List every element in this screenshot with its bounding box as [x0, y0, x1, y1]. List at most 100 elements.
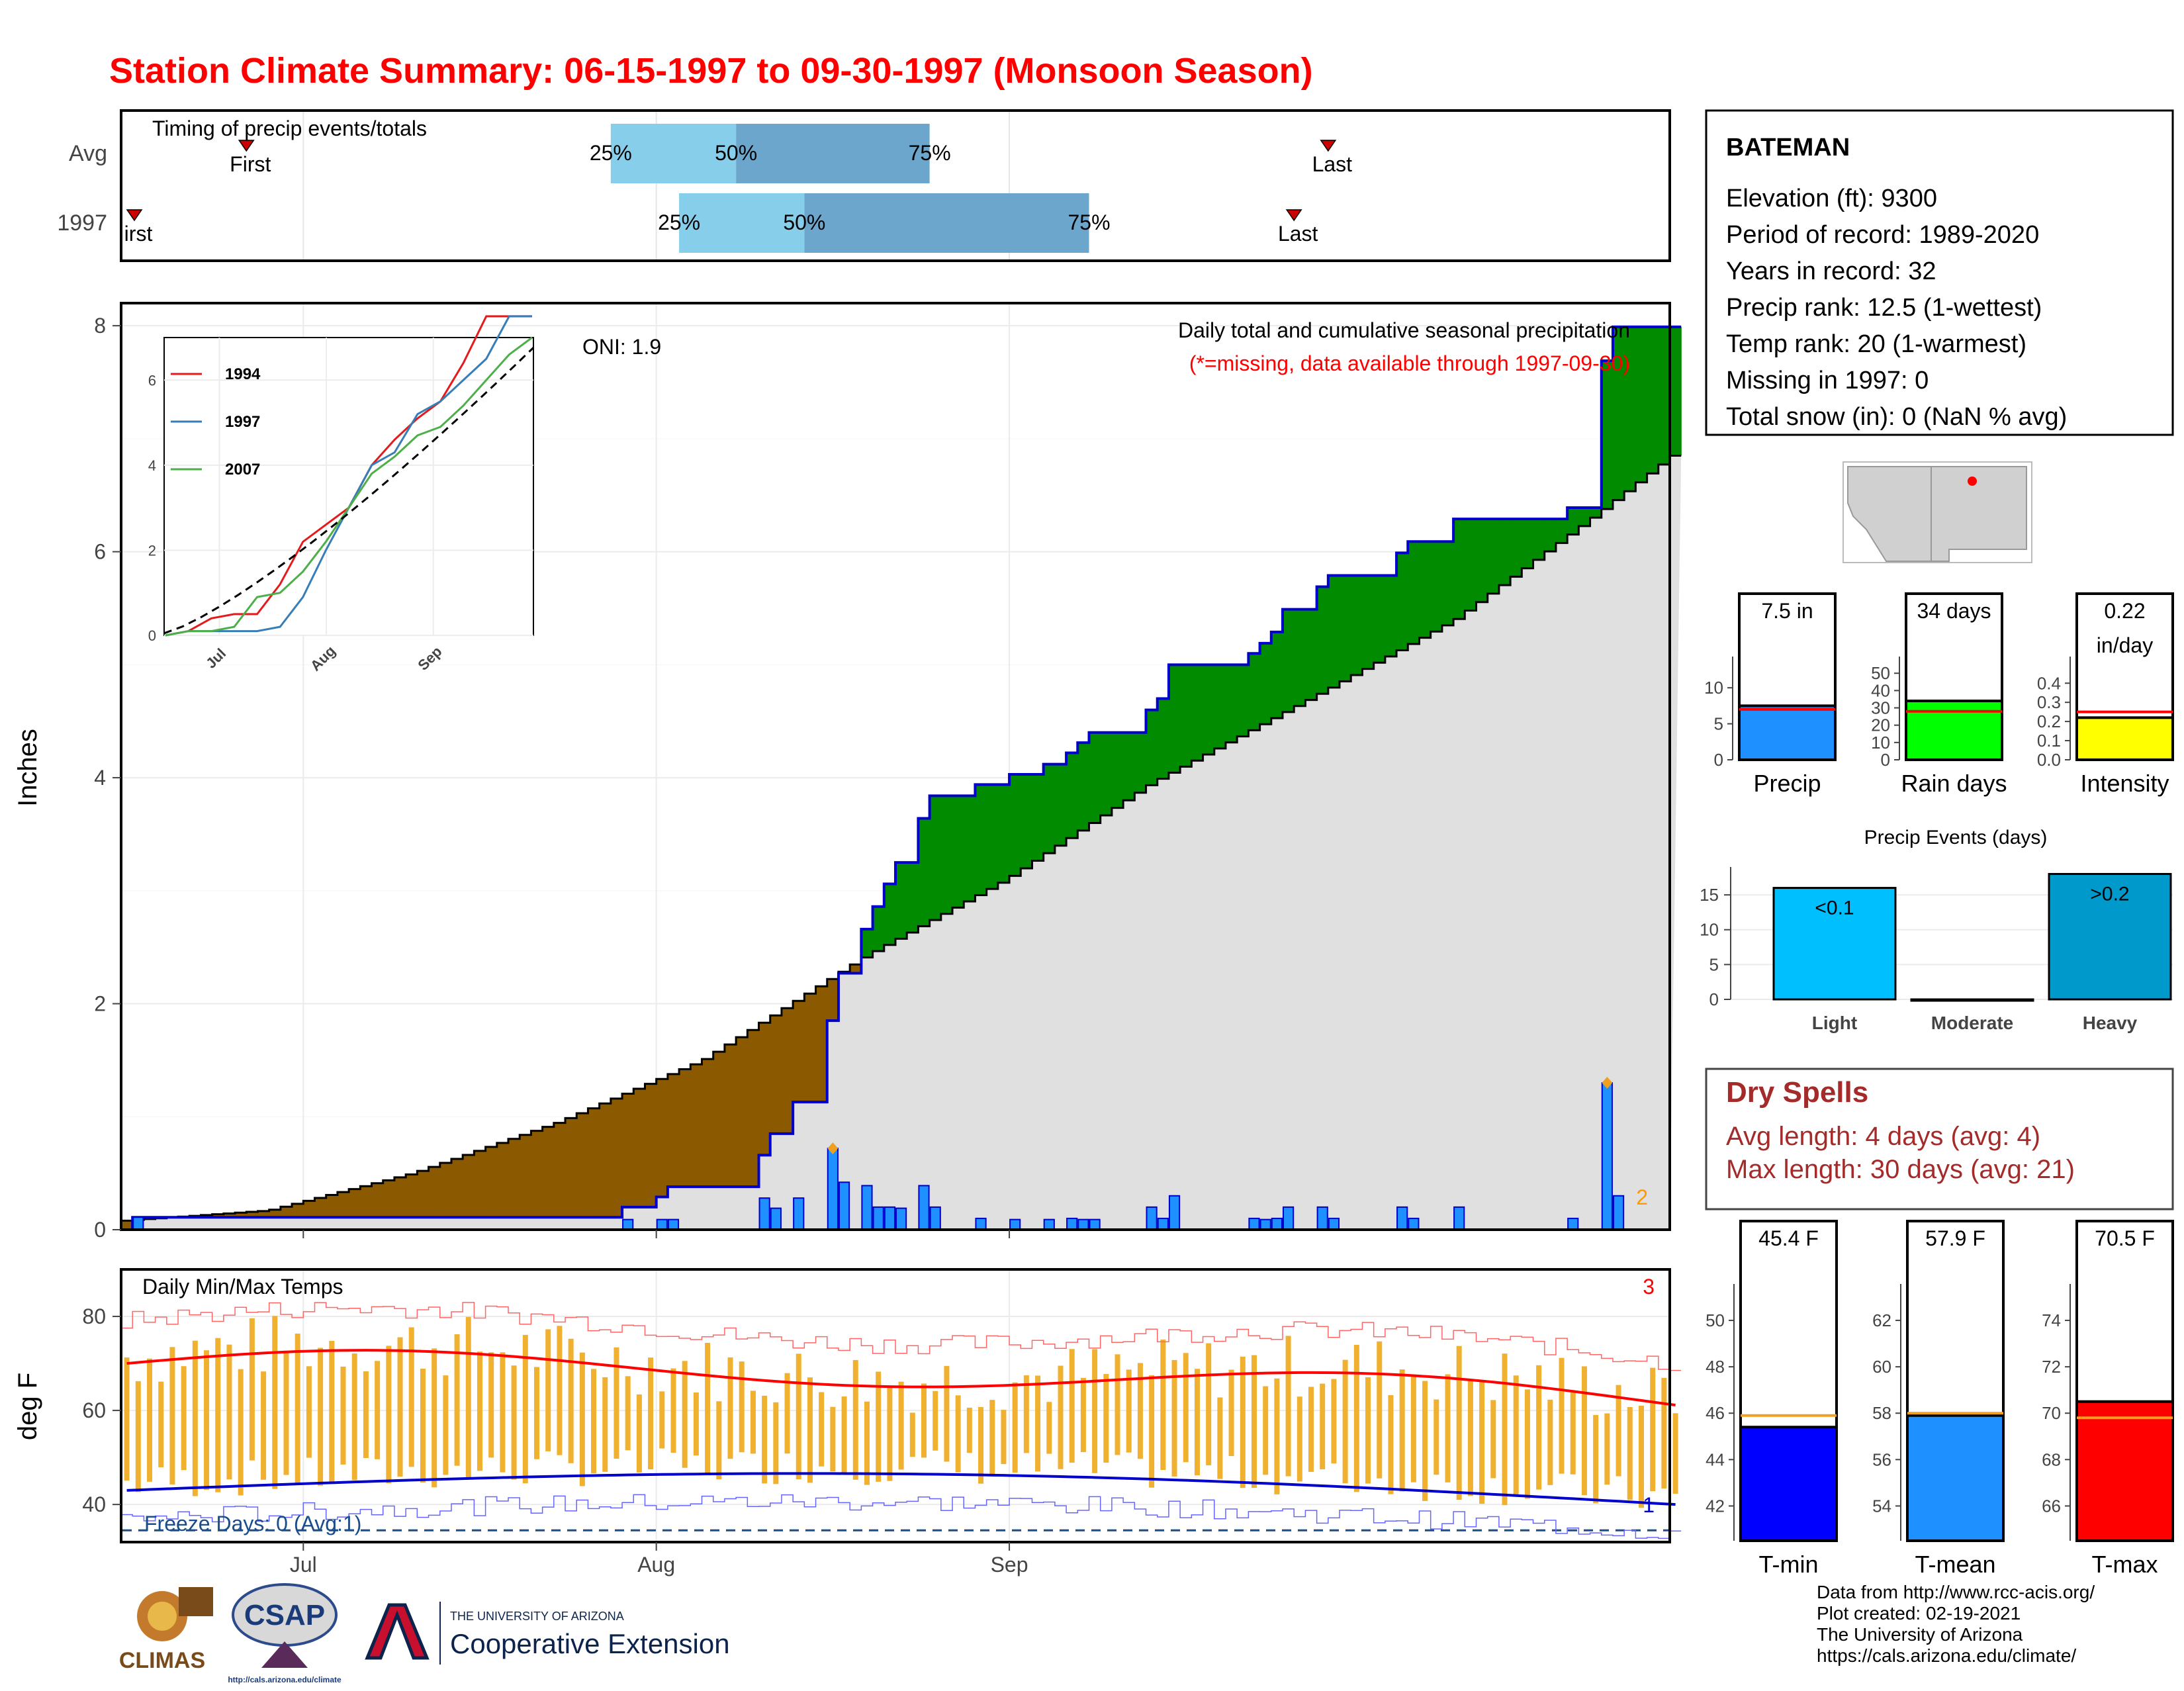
- daily-temp-bar: [500, 1352, 505, 1472]
- mini-value-label: 34 days: [1917, 599, 1991, 623]
- daily-precip-bar: [1090, 1220, 1100, 1230]
- daily-temp-bar: [215, 1338, 220, 1492]
- daily-precip-bar: [1568, 1218, 1578, 1230]
- daily-precip-bar: [931, 1207, 940, 1230]
- cumulative-diff-area: [1328, 575, 1340, 687]
- daily-temp-bar: [1240, 1357, 1246, 1488]
- daily-temp-bar: [1673, 1413, 1678, 1494]
- cumulative-diff-area: [394, 1177, 406, 1217]
- cumulative-diff-area: [1522, 519, 1533, 569]
- inset-legend-label: 1997: [225, 413, 260, 431]
- daily-temp-bar: [1195, 1369, 1200, 1475]
- cumulative-diff-area: [1590, 508, 1602, 518]
- daily-temp-bar: [1069, 1349, 1075, 1463]
- dry-spells-title: Dry Spells: [1726, 1076, 1868, 1109]
- events-category: Heavy: [2083, 1013, 2138, 1033]
- daily-temp-bar: [1126, 1369, 1132, 1452]
- daily-temp-bar: [887, 1387, 892, 1481]
- month-tick: Aug: [637, 1553, 675, 1577]
- daily-temp-bar: [124, 1357, 130, 1481]
- daily-temp-bar: [1377, 1342, 1382, 1479]
- csap-text: CSAP: [244, 1599, 325, 1631]
- daily-precip-bar: [839, 1182, 849, 1230]
- daily-temp-bar: [1490, 1400, 1496, 1478]
- daily-precip-bar: [896, 1209, 906, 1230]
- inset-y-tick: 0: [148, 627, 156, 644]
- daily-temp-bar: [785, 1373, 790, 1454]
- p50-label: 50%: [715, 141, 757, 165]
- mini-tick: 62: [1872, 1310, 1891, 1330]
- inset-y-tick: 6: [148, 372, 156, 388]
- cumulative-diff-area: [1431, 541, 1443, 631]
- mini-value-label: 57.9 F: [1925, 1226, 1985, 1250]
- cumulative-diff-area: [1556, 519, 1568, 543]
- month-tick: Sep: [991, 1553, 1028, 1577]
- daily-temp-bar: [569, 1339, 574, 1463]
- cumulative-diff-area: [930, 796, 942, 920]
- events-y-tick: 5: [1709, 954, 1719, 974]
- station-info-line: Temp rank: 20 (1-warmest): [1726, 330, 2026, 358]
- events-bar: [1911, 999, 2033, 1001]
- cumulative-diff-area: [690, 1064, 702, 1187]
- mini-tick: 50: [1706, 1310, 1725, 1330]
- events-bar-label: <0.1: [1815, 897, 1854, 919]
- mini-tick: 54: [1872, 1496, 1891, 1516]
- cumulative-diff-area: [1351, 575, 1363, 675]
- cumulative-diff-area: [588, 1109, 600, 1218]
- daily-precip-bar: [1272, 1218, 1282, 1230]
- mini-tick: 74: [2042, 1310, 2061, 1330]
- cumulative-diff-area: [1169, 664, 1181, 772]
- daily-precip-bar: [1158, 1218, 1168, 1230]
- cumulative-diff-area: [1465, 519, 1477, 610]
- event-marker-label: irst: [124, 222, 153, 246]
- cumulative-diff-area: [782, 1008, 794, 1134]
- cumulative-diff-area: [952, 796, 964, 907]
- daily-temp-bar: [1365, 1377, 1371, 1484]
- daily-temp-bar: [226, 1345, 232, 1480]
- precip-corner-count: 2: [1636, 1185, 1648, 1209]
- cumulative-diff-area: [1226, 664, 1238, 742]
- daily-precip-bar: [1602, 1083, 1612, 1230]
- cumulative-diff-area: [338, 1192, 349, 1217]
- cumulative-diff-area: [315, 1198, 327, 1217]
- cumulative-diff-area: [657, 1079, 668, 1197]
- mini-tick: 66: [2042, 1496, 2061, 1516]
- cumulative-diff-area: [793, 1001, 805, 1102]
- cumulative-diff-area: [463, 1155, 475, 1217]
- mini-tick: 72: [2042, 1357, 2061, 1377]
- cumulative-diff-area: [1362, 575, 1374, 668]
- mini-tick: 44: [1706, 1449, 1725, 1469]
- cumulative-diff-area: [679, 1070, 691, 1187]
- daily-precip-bar: [760, 1198, 770, 1230]
- daily-temp-bar: [591, 1369, 596, 1473]
- quartile-bar-dark: [804, 193, 1089, 253]
- daily-precip-bar: [1614, 1196, 1623, 1230]
- daily-precip-bar: [919, 1185, 929, 1230]
- cumulative-diff-area: [1089, 733, 1101, 823]
- daily-temp-bar: [557, 1326, 562, 1455]
- mini-tick: 0: [1881, 750, 1890, 770]
- daily-temp-bar: [1388, 1395, 1393, 1494]
- mini-bottom-label: Rain days: [1901, 770, 2007, 797]
- cumulative-diff-area: [281, 1207, 293, 1217]
- daily-temp-bar: [409, 1327, 414, 1467]
- daily-temp-bar: [648, 1357, 653, 1469]
- events-y-tick: 15: [1700, 885, 1719, 905]
- daily-precip-bar: [794, 1198, 803, 1230]
- daily-temp-bar: [1149, 1375, 1154, 1488]
- daily-temp-bar: [1115, 1354, 1120, 1455]
- daily-precip-bar: [1318, 1207, 1328, 1230]
- daily-temp-bar: [432, 1348, 437, 1487]
- csap-logo: CSAP http://cals.arizona.edu/climate: [228, 1584, 341, 1684]
- cumulative-diff-area: [292, 1204, 304, 1217]
- cumulative-diff-area: [713, 1052, 725, 1187]
- daily-temp-bar: [1433, 1400, 1439, 1475]
- mini-value-label: 70.5 F: [2095, 1226, 2155, 1250]
- mini-value-unit: in/day: [2097, 633, 2153, 657]
- cumulative-diff-area: [326, 1195, 338, 1218]
- precip-y-tick: 0: [94, 1218, 106, 1242]
- daily-temp-bar: [1092, 1349, 1097, 1473]
- cumulative-diff-area: [770, 1015, 782, 1134]
- daily-temp-bar: [238, 1369, 244, 1496]
